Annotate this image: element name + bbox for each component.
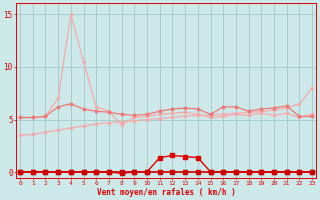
X-axis label: Vent moyen/en rafales ( km/h ): Vent moyen/en rafales ( km/h ) [97,188,236,197]
